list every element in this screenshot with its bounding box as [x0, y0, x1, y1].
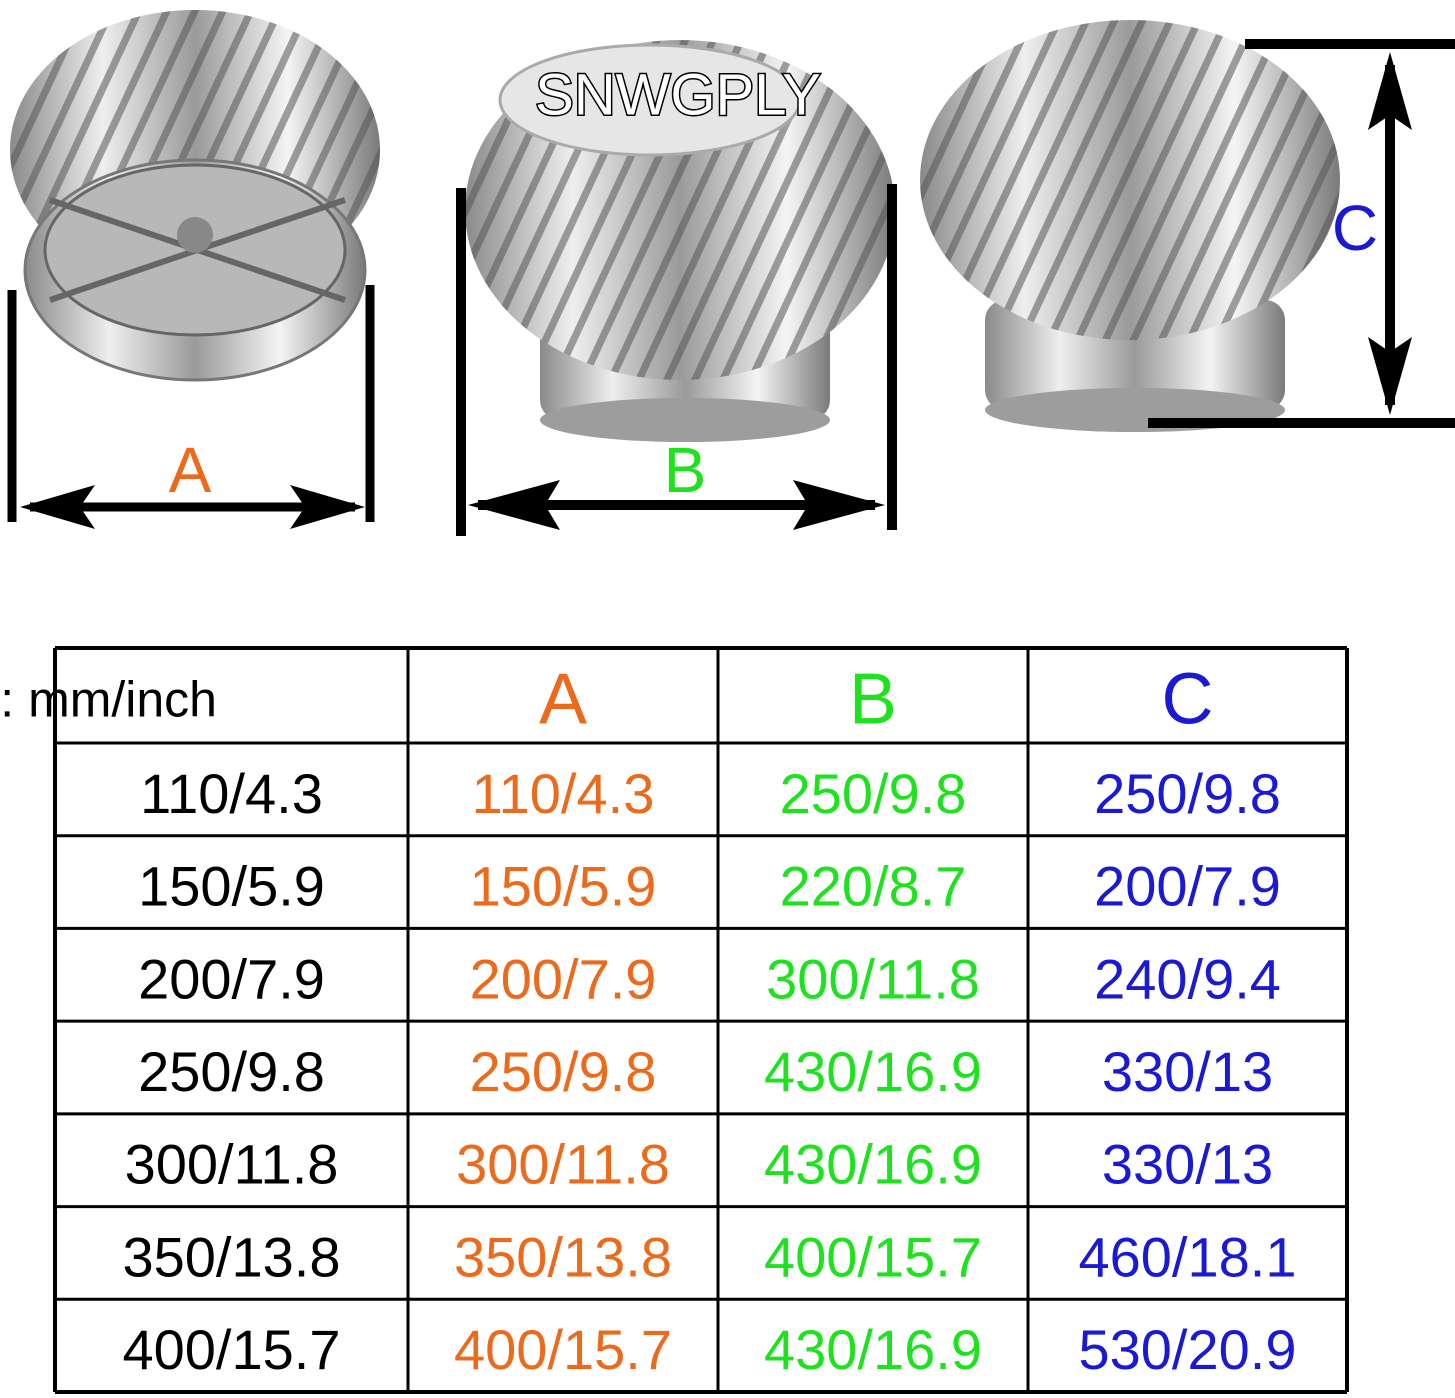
table-cell: 300/11.8: [456, 1133, 670, 1196]
table-cell: 250/9.8: [470, 1040, 657, 1103]
header-cell: C: [1162, 660, 1214, 740]
table-cell: 330/13: [1102, 1133, 1273, 1196]
table-cell: 250/9.8: [780, 762, 967, 825]
dimension-label: C: [1332, 192, 1378, 264]
table-cell: 110/4.3: [140, 762, 323, 825]
size-table: Size: mm/inch A B C 110/4.3 110/4.3 250/9.8 250…: [0, 646, 1349, 1394]
table-cell: 330/13: [1102, 1040, 1273, 1103]
table-cell: 200/7.9: [1094, 855, 1281, 918]
table-cell: 430/16.9: [764, 1318, 982, 1381]
table-cell: 220/8.7: [780, 855, 967, 918]
table-cell: 350/13.8: [454, 1225, 672, 1288]
table-cell: 150/5.9: [138, 855, 325, 918]
table-cell: 300/11.8: [125, 1133, 339, 1196]
dimension-a: [7, 285, 375, 522]
dimension-c: [1148, 39, 1455, 428]
header-cell: B: [849, 660, 897, 740]
table-cell: 150/5.9: [470, 855, 657, 918]
table-cell: 530/20.9: [1079, 1318, 1297, 1381]
table-cell: 400/15.7: [454, 1318, 672, 1381]
table-cell: 350/13.8: [123, 1225, 341, 1288]
brand: SNWGPLY: [535, 63, 821, 128]
vent-illustration-1: [10, 10, 380, 382]
table-cell: 430/16.9: [764, 1133, 982, 1196]
dimension-label: A: [169, 434, 212, 506]
dimension-label: B: [664, 434, 707, 506]
vent-illustration-2: [465, 40, 895, 442]
table-cell: 250/9.8: [138, 1040, 325, 1103]
table-cell: 200/7.9: [138, 947, 325, 1010]
table-cell: 460/18.1: [1079, 1225, 1297, 1288]
table-cell: 240/9.4: [1094, 947, 1281, 1010]
table-cell: 400/15.7: [764, 1225, 982, 1288]
header-cell: A: [539, 660, 587, 740]
table-cell: 200/7.9: [470, 947, 657, 1010]
table-cell: 400/15.7: [123, 1318, 341, 1381]
header-cell: Size: mm/inch: [0, 672, 217, 728]
vent-illustration-3: [920, 20, 1340, 432]
table-cell: 250/9.8: [1094, 762, 1281, 825]
table-cell: 430/16.9: [764, 1040, 982, 1103]
table-cell: 110/4.3: [472, 762, 655, 825]
table-cell: 300/11.8: [766, 947, 980, 1010]
